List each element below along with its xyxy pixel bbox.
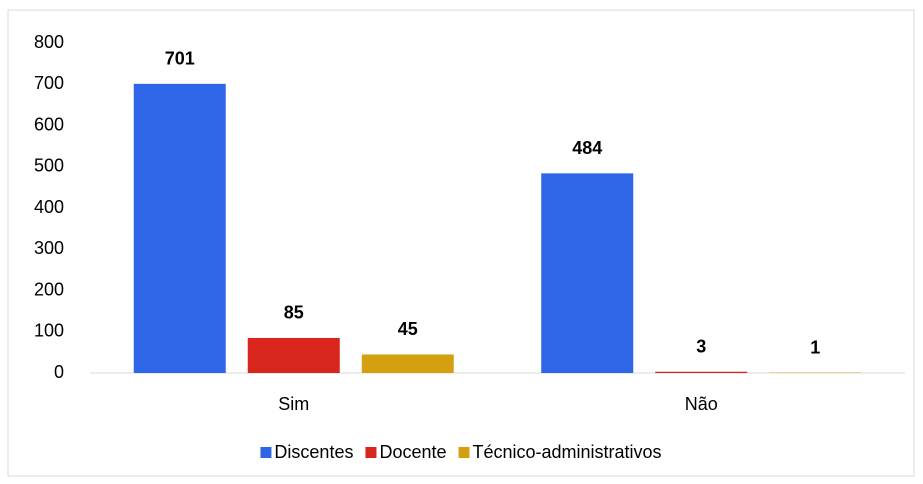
legend-swatch [458,447,470,458]
legend-label: Discentes [274,442,353,462]
bar [247,337,340,373]
value-label: 45 [398,319,418,339]
value-label: 484 [572,138,602,158]
y-tick-label: 500 [34,156,64,176]
y-tick-label: 700 [34,73,64,93]
legend-swatch [365,447,377,458]
legend-label: Técnico-administrativos [473,442,662,462]
x-tick-label: Sim [278,394,309,414]
legend-swatch [260,447,272,458]
value-label: 85 [284,303,304,323]
bar [541,173,634,373]
value-label: 3 [696,337,706,357]
value-label: 1 [810,337,820,357]
bar [655,371,748,373]
y-tick-label: 800 [34,32,64,52]
x-tick-label: Não [685,394,718,414]
bar [361,354,454,373]
y-tick-label: 0 [54,362,64,382]
y-tick-label: 100 [34,321,64,341]
y-tick-label: 400 [34,197,64,217]
y-tick-label: 600 [34,114,64,134]
legend-label: Docente [379,442,446,462]
bar [133,83,226,374]
y-tick-label: 300 [34,238,64,258]
y-tick-label: 200 [34,279,64,299]
value-label: 701 [165,49,195,69]
